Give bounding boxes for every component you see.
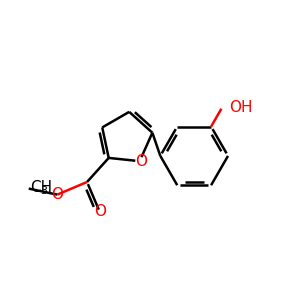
Text: O: O (94, 204, 106, 219)
Text: 3: 3 (40, 186, 47, 196)
Text: O: O (135, 154, 147, 169)
Text: CH: CH (30, 180, 52, 195)
Text: O: O (51, 187, 63, 202)
Text: OH: OH (229, 100, 252, 115)
